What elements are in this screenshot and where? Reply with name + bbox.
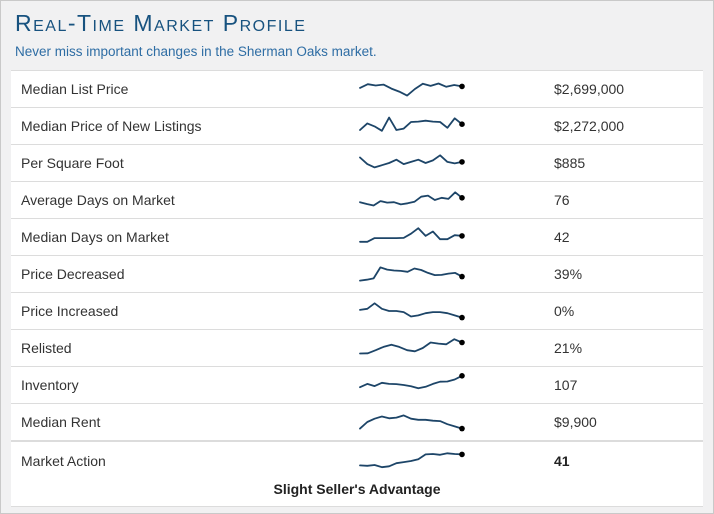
metric-label: Relisted <box>21 340 72 356</box>
metric-sparkline <box>356 259 466 289</box>
metric-sparkline <box>356 74 466 104</box>
metric-label: Median Days on Market <box>21 229 169 245</box>
sparkline-chart <box>359 191 465 207</box>
sparkline-chart <box>359 116 465 132</box>
sparkline-chart <box>359 451 465 469</box>
sparkline-chart <box>359 373 465 390</box>
metric-value: 76 <box>554 192 570 208</box>
metric-value: $885 <box>554 155 586 171</box>
metric-value: $2,699,000 <box>554 81 625 97</box>
metric-label: Median List Price <box>21 81 129 97</box>
metric-label: Market Action <box>21 453 106 469</box>
metric-sparkline <box>356 370 466 400</box>
sparkline-chart <box>359 227 465 243</box>
sparkline-chart <box>359 414 465 432</box>
table-row: Relisted 21% <box>11 330 703 367</box>
table-row: Median Days on Market 42 <box>11 219 703 256</box>
metric-sparkline <box>356 111 466 141</box>
table-row: Median List Price $2,699,000 <box>11 70 703 108</box>
metric-sparkline <box>356 148 466 178</box>
widget-header: Real-Time Market Profile Never miss impo… <box>1 1 713 61</box>
table-row: Average Days on Market 76 <box>11 182 703 219</box>
metric-label: Per Square Foot <box>21 155 124 171</box>
table-row: Price Decreased 39% <box>11 256 703 293</box>
metric-label: Median Rent <box>21 414 101 430</box>
sparkline-chart <box>359 302 465 321</box>
metric-value: 21% <box>554 340 583 356</box>
metric-label: Median Price of New Listings <box>21 118 202 134</box>
metric-value: 42 <box>554 229 570 245</box>
metrics-table: Median List Price $2,699,000 Median Price … <box>11 70 703 507</box>
metric-label: Average Days on Market <box>21 192 175 208</box>
sparkline-chart <box>359 154 465 169</box>
table-row: Median Rent $9,900 <box>11 404 703 441</box>
metric-sparkline <box>356 333 466 363</box>
page-title: Real-Time Market Profile <box>15 10 307 36</box>
metric-label: Inventory <box>21 377 79 393</box>
metric-value: 41 <box>554 453 570 469</box>
market-action-row: Market Action 41 Slight Seller's Advantage <box>11 441 703 507</box>
market-action-note: Slight Seller's Advantage <box>11 480 703 506</box>
metric-value: 0% <box>554 303 575 319</box>
metric-value: $9,900 <box>554 414 597 430</box>
table-row: Per Square Foot $885 <box>11 145 703 182</box>
table-row: Median Price of New Listings $2,272,000 <box>11 108 703 145</box>
metric-value: $2,272,000 <box>554 118 625 134</box>
metric-sparkline <box>356 296 466 326</box>
metric-sparkline <box>356 446 466 476</box>
metric-sparkline <box>356 222 466 252</box>
metric-value: 107 <box>554 377 578 393</box>
table-row: Market Action 41 <box>11 441 703 480</box>
metric-label: Price Decreased <box>21 266 125 282</box>
table-row: Inventory 107 <box>11 367 703 404</box>
sparkline-chart <box>359 338 465 355</box>
table-row: Price Increased 0% <box>11 293 703 330</box>
metric-sparkline <box>356 407 466 437</box>
sparkline-chart <box>359 266 465 282</box>
metric-label: Price Increased <box>21 303 119 319</box>
page-subtitle: Never miss important changes in the Sher… <box>15 44 377 59</box>
metric-sparkline <box>356 185 466 215</box>
metric-value: 39% <box>554 266 583 282</box>
sparkline-chart <box>359 82 465 97</box>
